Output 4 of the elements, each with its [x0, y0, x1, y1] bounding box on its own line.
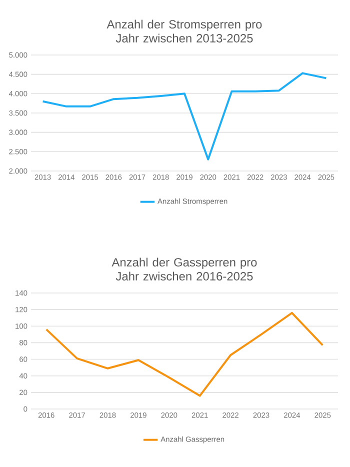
chart-title: Anzahl der Stromsperren pro Jahr zwischen 2013-2025: [106, 20, 262, 42]
chart-title: Anzahl der Gassperren pro Jahr zwischen 2016-2025: [112, 258, 257, 280]
line-series: [45, 312, 324, 397]
line-series: [42, 72, 328, 160]
